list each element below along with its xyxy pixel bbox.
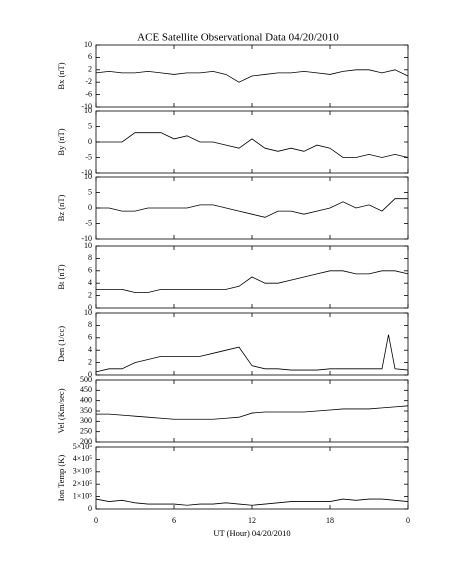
y-tick-label: 1×10⁵ [73, 491, 93, 500]
y-tick-label: 8 [88, 320, 92, 329]
panel-frame [95, 110, 409, 174]
y-tick-label: 0 [88, 370, 92, 379]
x-axis-label: UT (Hour) 04/20/2010 [213, 528, 290, 538]
y-tick-label: 5 [88, 187, 92, 196]
y-tick-label: 2 [88, 65, 92, 74]
data-line [95, 498, 409, 506]
y-axis-label: By (nT) [56, 128, 66, 155]
y-tick-label: 450 [80, 385, 92, 394]
y-tick-label: 5 [88, 121, 92, 130]
y-tick-label: 6 [88, 266, 92, 275]
y-axis-label: Ion Temp (K) [56, 455, 66, 502]
x-tick-label: 18 [326, 516, 334, 525]
y-tick-label: 10 [84, 241, 92, 250]
y-tick-label: 3×10⁵ [73, 467, 93, 476]
x-tick-label: 12 [248, 516, 256, 525]
data-line [96, 405, 409, 420]
y-axis-label: Den (1/cc) [56, 326, 66, 362]
y-tick-label: -2 [85, 77, 92, 86]
y-tick-label: 6 [88, 333, 92, 342]
y-tick-label: 0 [88, 137, 92, 146]
y-tick-label: -5 [85, 152, 92, 161]
y-tick-label: 2 [88, 357, 92, 366]
y-tick-label: 10 [84, 172, 92, 181]
y-tick-label: -10 [81, 234, 92, 243]
y-axis-label: Bx (nT) [56, 62, 66, 89]
x-tick-label: 0 [406, 516, 410, 525]
panel-frame [95, 379, 409, 443]
y-tick-label: 10 [84, 308, 92, 317]
data-line [96, 132, 409, 158]
y-axis-label: Bt (nT) [56, 264, 66, 289]
x-tick-label: 6 [172, 516, 176, 525]
y-tick-label: 4×10⁵ [73, 454, 93, 463]
panel-frame [95, 176, 409, 240]
y-tick-label: 500 [80, 375, 92, 384]
y-axis-label: Vel (Km/sec) [56, 388, 66, 433]
x-tick-label: 0 [94, 516, 98, 525]
y-tick-label: 8 [88, 253, 92, 262]
y-axis-label: Bz (nT) [56, 194, 66, 221]
y-tick-label: -5 [85, 218, 92, 227]
data-line [95, 69, 409, 83]
chart-title: ACE Satellite Observational Data 04/20/2… [137, 32, 339, 44]
y-tick-label: -10 [81, 102, 92, 111]
data-line [96, 270, 409, 293]
y-tick-label: 4 [88, 345, 92, 354]
y-tick-label: 2×10⁵ [73, 479, 93, 488]
data-line [95, 334, 409, 373]
data-line [96, 198, 408, 218]
y-tick-label: 300 [80, 416, 92, 425]
y-tick-label: 6 [88, 52, 92, 61]
y-tick-label: 10 [84, 106, 92, 115]
y-tick-label: 0 [88, 504, 92, 513]
y-tick-label: 250 [80, 426, 92, 435]
y-tick-label: -10 [81, 168, 92, 177]
y-tick-label: 4 [88, 278, 92, 287]
y-tick-label: 0 [88, 303, 92, 312]
y-tick-label: 5×10⁵ [73, 442, 93, 451]
y-tick-label: 200 [80, 437, 92, 446]
y-tick-label: 350 [80, 406, 92, 415]
y-tick-label: 2 [88, 290, 92, 299]
y-tick-label: 10 [84, 40, 92, 49]
y-tick-label: -6 [85, 89, 92, 98]
y-tick-label: 0 [88, 203, 92, 212]
y-tick-label: 400 [80, 395, 92, 404]
